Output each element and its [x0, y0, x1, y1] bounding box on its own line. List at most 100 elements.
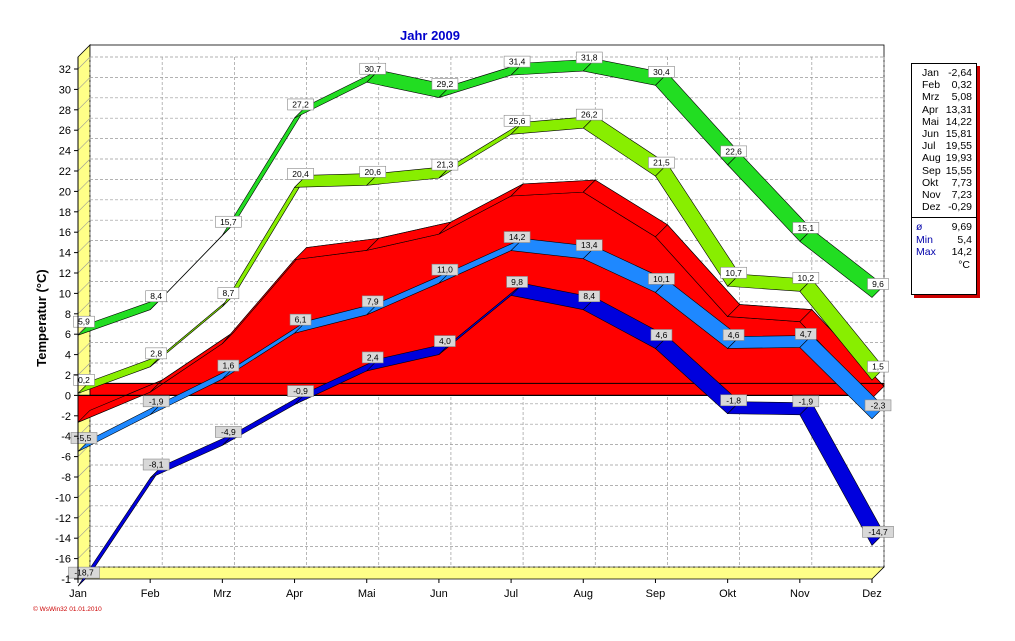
grid-line-wall — [77, 301, 91, 315]
y-tick-label: 0 — [65, 390, 71, 402]
legend-month-value: -2,64 — [948, 67, 972, 79]
legend-divider — [912, 217, 976, 219]
y-tick-label: 8 — [65, 309, 71, 321]
data-label-text: 30,4 — [653, 67, 670, 77]
legend-month-name: Feb — [922, 79, 941, 92]
grid-line-wall — [77, 464, 91, 478]
data-label: -5,5 — [70, 432, 98, 444]
data-label-box — [217, 287, 240, 299]
legend-month-row: Jun 15,81 — [912, 128, 976, 140]
data-label-text: 25,6 — [509, 116, 526, 126]
y-tick-label: 26 — [59, 125, 71, 137]
grid-line-wall — [77, 525, 91, 539]
data-label-text: 7,9 — [367, 296, 379, 306]
data-label: 15,1 — [792, 222, 820, 234]
data-label: 13,4 — [575, 239, 603, 252]
legend-month-value: 14,22 — [945, 115, 972, 128]
data-label-text: 2,8 — [150, 348, 162, 358]
data-label-box — [215, 426, 242, 438]
data-label-box — [575, 239, 603, 252]
data-label-text: 15,7 — [220, 217, 237, 227]
data-label-box — [648, 273, 675, 285]
data-label: 1,6 — [217, 359, 240, 372]
footer-copyright: © WsWin32 01.01.2010 — [33, 606, 102, 613]
data-label-box — [434, 335, 456, 347]
grid-line-wall — [77, 117, 91, 131]
data-label: 22,6 — [720, 145, 747, 158]
data-label-box — [361, 351, 384, 364]
legend-month-name: Nov — [922, 188, 941, 201]
y-tick-label: -10 — [55, 492, 71, 504]
data-label-box — [361, 295, 384, 308]
data-label-text: 20,4 — [292, 169, 309, 179]
data-label-text: -18,7 — [74, 568, 94, 578]
data-label: -18,7 — [68, 566, 100, 579]
y-tick-label: 18 — [59, 207, 71, 219]
data-label-box — [720, 394, 747, 407]
data-label: 0,2 — [73, 374, 95, 386]
data-label-box — [867, 360, 889, 373]
data-label: 25,6 — [503, 114, 531, 127]
grid-line-wall — [77, 179, 91, 192]
data-label-box — [431, 78, 459, 90]
legend-month-name: Jan — [922, 67, 939, 79]
x-tick-label: Aug — [573, 588, 593, 600]
y-tick-label: -8 — [61, 472, 71, 484]
grid-line-wall — [77, 546, 91, 559]
y-axis-label: Temperatur (°C) — [34, 269, 49, 366]
data-label-text: -4,9 — [221, 427, 236, 437]
data-label-box — [289, 313, 312, 326]
x-tick-label: Jun — [430, 588, 448, 600]
data-label-text: -14,7 — [868, 527, 888, 537]
data-label-text: -0,9 — [293, 386, 308, 396]
data-label-text: 8,4 — [583, 291, 595, 301]
data-label: 20,6 — [359, 165, 387, 178]
data-label-box — [575, 51, 603, 64]
data-label: 10,2 — [792, 272, 820, 284]
data-label-text: 1,6 — [222, 361, 234, 371]
x-tick-label: Mai — [358, 588, 376, 600]
grid-line-wall — [77, 485, 91, 498]
data-label-box — [287, 168, 314, 180]
legend-month-value: -0,29 — [948, 201, 972, 214]
data-label-box — [503, 231, 531, 243]
y-tick-label: -6 — [61, 452, 71, 464]
data-label: 9,6 — [867, 278, 889, 290]
data-label-text: 6,1 — [295, 315, 307, 325]
data-label-box — [145, 347, 167, 360]
data-label-box — [359, 165, 387, 178]
legend-month-value: 15,81 — [945, 127, 972, 140]
y-tick-label: 14 — [59, 248, 71, 260]
legend-month-row: Jan -2,64 — [912, 67, 976, 79]
legend-month-value: 15,55 — [945, 164, 972, 177]
data-label: -2,3 — [864, 399, 892, 412]
legend-stat-list: ø 9,69 Min 5,4 Max 14,2 — [912, 221, 976, 259]
data-label-box — [217, 359, 240, 372]
grid-line-wall — [77, 362, 91, 376]
data-label: 4,6 — [650, 329, 673, 341]
x-tick-label: Mrz — [213, 588, 231, 600]
data-label-text: -2,3 — [871, 400, 886, 410]
data-label-box — [720, 266, 747, 279]
data-label-text: 4,0 — [439, 336, 451, 346]
data-label: 8,7 — [217, 287, 240, 299]
line-series — [77, 58, 885, 587]
data-label-text: 8,7 — [222, 288, 234, 298]
legend-month-name: Okt — [922, 176, 939, 189]
grid-line-wall — [77, 138, 91, 151]
data-label-text: 1,5 — [872, 362, 884, 372]
y-tick-label: 10 — [59, 288, 71, 300]
legend-month-row: Okt 7,73 — [912, 177, 976, 189]
y-tick-label: 30 — [59, 84, 71, 96]
legend-month-name: Aug — [922, 152, 941, 165]
data-label: 26,2 — [575, 108, 603, 121]
x-tick-label: Okt — [719, 588, 736, 600]
data-label: 11,0 — [431, 263, 459, 276]
data-label: 15,7 — [215, 215, 242, 228]
legend-month-row: Apr 13,31 — [912, 104, 976, 116]
data-label-text: 10,2 — [798, 273, 815, 283]
data-label-text: 4,7 — [800, 329, 812, 339]
data-label: 1,5 — [867, 360, 889, 373]
legend-month-name: Mai — [922, 115, 939, 128]
data-label-box — [73, 315, 95, 328]
